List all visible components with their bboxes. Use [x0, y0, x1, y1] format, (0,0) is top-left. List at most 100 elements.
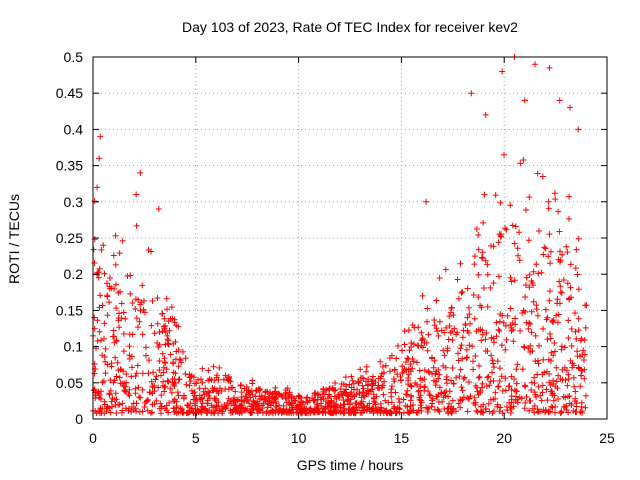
- data-point: [313, 401, 320, 408]
- data-point: [98, 388, 105, 395]
- data-point: [443, 324, 450, 331]
- data-point: [267, 402, 274, 409]
- data-point: [539, 382, 546, 389]
- data-point: [94, 317, 101, 324]
- data-point: [460, 327, 467, 334]
- data-point: [522, 206, 529, 213]
- data-point: [560, 393, 567, 400]
- data-point: [430, 364, 437, 371]
- data-point: [490, 339, 497, 346]
- data-point: [556, 278, 563, 285]
- data-point: [280, 407, 287, 414]
- data-point: [165, 409, 172, 416]
- data-point: [137, 301, 144, 308]
- data-point: [290, 397, 297, 404]
- data-point: [182, 370, 189, 377]
- data-point: [475, 374, 482, 381]
- data-point: [156, 341, 163, 348]
- data-point: [417, 402, 424, 409]
- data-point: [340, 401, 347, 408]
- data-point: [133, 222, 140, 229]
- data-point: [517, 160, 524, 167]
- data-point: [523, 274, 530, 281]
- data-point: [530, 268, 537, 275]
- data-point: [432, 382, 439, 389]
- data-point: [477, 409, 484, 416]
- data-point: [312, 392, 319, 399]
- data-point: [506, 399, 513, 406]
- data-point: [551, 190, 558, 197]
- data-point: [528, 308, 535, 315]
- data-point: [502, 225, 509, 232]
- data-point: [452, 408, 459, 415]
- data-point: [179, 406, 186, 413]
- data-point: [540, 406, 547, 413]
- x-tick-label: 10: [291, 430, 307, 446]
- data-point: [155, 206, 162, 213]
- data-point: [471, 315, 478, 322]
- data-point: [479, 255, 486, 262]
- data-point: [499, 68, 506, 75]
- data-point: [495, 239, 502, 246]
- data-point: [556, 97, 563, 104]
- data-point: [495, 273, 502, 280]
- data-point: [560, 276, 567, 283]
- data-point: [461, 374, 468, 381]
- data-point: [464, 408, 471, 415]
- data-point: [317, 394, 324, 401]
- data-point: [435, 375, 442, 382]
- data-point: [454, 329, 461, 336]
- data-point: [463, 346, 470, 353]
- data-point: [537, 392, 544, 399]
- data-point: [164, 306, 171, 313]
- data-point: [488, 352, 495, 359]
- data-point: [546, 297, 553, 304]
- data-point: [342, 374, 349, 381]
- data-point: [563, 402, 570, 409]
- data-point: [535, 270, 542, 277]
- data-point: [448, 304, 455, 311]
- data-point: [484, 271, 491, 278]
- data-point: [170, 359, 177, 366]
- data-point: [511, 376, 518, 383]
- data-point: [114, 359, 121, 366]
- data-point: [522, 308, 529, 315]
- y-tick-label: 0.45: [56, 85, 83, 101]
- data-point: [469, 358, 476, 365]
- data-point: [118, 315, 125, 322]
- data-point: [136, 408, 143, 415]
- data-point: [316, 408, 323, 415]
- data-point: [101, 353, 108, 360]
- data-point: [525, 237, 532, 244]
- data-point: [572, 328, 579, 335]
- data-point: [302, 409, 309, 416]
- data-point: [470, 291, 477, 298]
- data-point: [100, 242, 107, 249]
- data-point: [471, 261, 478, 268]
- data-point: [473, 407, 480, 414]
- data-point: [475, 391, 482, 398]
- data-point: [208, 409, 215, 416]
- data-point: [350, 380, 357, 387]
- data-point: [253, 387, 260, 394]
- data-point: [405, 355, 412, 362]
- data-point: [162, 359, 169, 366]
- data-point: [512, 223, 519, 230]
- data-point: [466, 311, 473, 318]
- data-point: [102, 370, 109, 377]
- data-point: [575, 364, 582, 371]
- data-point: [421, 383, 428, 390]
- data-point: [220, 376, 227, 383]
- data-point: [582, 404, 589, 411]
- data-point: [361, 393, 368, 400]
- data-point: [164, 340, 171, 347]
- data-point: [96, 328, 103, 335]
- data-point: [337, 385, 344, 392]
- data-point: [240, 398, 247, 405]
- data-point: [464, 394, 471, 401]
- data-point: [436, 371, 443, 378]
- y-tick-label: 0.15: [56, 302, 83, 318]
- data-point: [377, 408, 384, 415]
- data-point: [349, 377, 356, 384]
- data-point: [457, 345, 464, 352]
